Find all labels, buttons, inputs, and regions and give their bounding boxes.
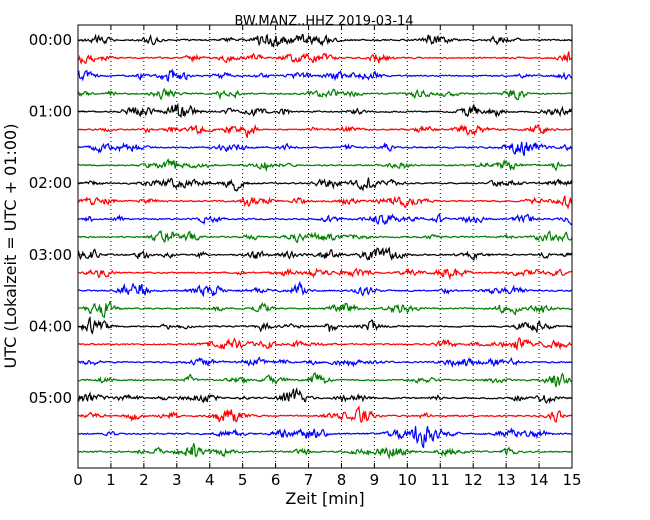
x-tick-label: 2: [139, 471, 149, 489]
chart-title: BW.MANZ..HHZ 2019-03-14: [234, 14, 413, 29]
x-axis: 0 1 2 3 4 5 6 7 8 9 10 11 12 13 14 15: [73, 25, 582, 489]
y-tick-label: 01:00: [29, 103, 72, 121]
x-tick-label: 11: [431, 471, 450, 489]
seismic-trace-0415: [77, 337, 573, 352]
x-tick-label: 13: [497, 471, 516, 489]
seismic-trace-0330: [77, 280, 573, 298]
x-tick-label: 0: [73, 471, 83, 489]
seismic-trace-0300: [77, 246, 573, 262]
seismic-trace-0045: [77, 87, 573, 101]
seismic-trace-0245: [77, 229, 573, 244]
x-tick-label: 14: [530, 471, 549, 489]
seismic-trace-0145: [77, 158, 573, 173]
seismic-trace-0345: [77, 300, 573, 319]
seismic-trace-0445: [77, 372, 573, 388]
x-tick-label: 7: [304, 471, 314, 489]
x-tick-label: 3: [172, 471, 182, 489]
seismic-trace-0130: [77, 141, 573, 156]
x-tick-label: 6: [271, 471, 281, 489]
x-tick-label: 1: [106, 471, 116, 489]
seismic-trace-0030: [77, 68, 573, 83]
seismic-trace-0530: [77, 426, 573, 449]
trace-layer: [77, 33, 573, 460]
x-tick-label: 15: [562, 471, 581, 489]
seismic-trace-0200: [77, 177, 573, 192]
seismic-trace-0430: [77, 356, 573, 369]
x-tick-label: 4: [205, 471, 215, 489]
y-tick-label: 00:00: [29, 31, 72, 49]
seismic-trace-0515: [77, 405, 573, 424]
seismic-trace-0400: [77, 315, 573, 335]
y-tick-label: 02:00: [29, 174, 72, 192]
seismic-trace-0315: [77, 267, 573, 281]
seismic-trace-0215: [77, 195, 573, 210]
seismic-trace-0545: [77, 443, 573, 460]
y-axis: 00:00 01:00 02:00 03:00 04:00 05:00: [29, 31, 572, 407]
seismic-trace-0500: [77, 387, 573, 404]
seismic-trace-0230: [77, 213, 573, 226]
seismic-trace-0000: [77, 33, 573, 48]
y-axis-label: UTC (Lokalzeit = UTC + 01:00): [1, 124, 20, 369]
x-tick-label: 5: [238, 471, 248, 489]
x-tick-label: 12: [464, 471, 483, 489]
plot-frame: [77, 24, 573, 469]
y-tick-label: 05:00: [29, 389, 72, 407]
y-tick-label: 04:00: [29, 317, 72, 335]
x-tick-label: 8: [337, 471, 347, 489]
y-tick-label: 03:00: [29, 246, 72, 264]
x-tick-label: 10: [398, 471, 417, 489]
x-tick-label: 9: [370, 471, 380, 489]
seismic-trace-0015: [77, 51, 573, 66]
seismic-trace-0115: [77, 123, 573, 138]
seismic-trace-0100: [77, 102, 573, 119]
x-axis-label: Zeit [min]: [285, 489, 364, 508]
